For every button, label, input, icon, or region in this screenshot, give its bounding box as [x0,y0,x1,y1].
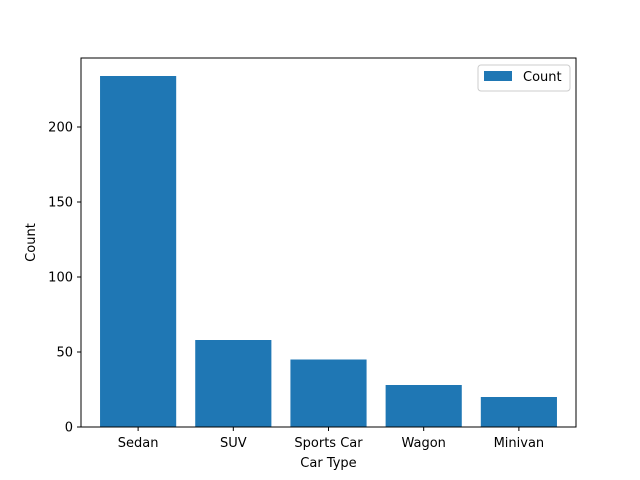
y-axis-label: Count [24,223,39,262]
bar-wagon [385,385,462,427]
legend: Count [477,64,571,92]
y-axis-ticks: 0 50 100 150 200 [48,121,81,436]
legend-label-count: Count [523,70,562,85]
plot-frame [80,57,577,428]
legend-swatch-count [484,71,512,81]
bar-sedan [100,76,177,427]
x-tick-label: Sports Car [294,436,363,451]
y-tick-label: 100 [48,271,73,286]
bar-sports-car [290,359,367,427]
y-tick-label: 200 [48,121,73,136]
x-tick-label: Wagon [401,436,445,451]
y-tick-label: 150 [48,196,73,211]
x-axis-ticks: Sedan SUV Sports Car Wagon Minivan [118,427,544,451]
bar-suv [195,340,272,427]
x-tick-label: Sedan [118,436,159,451]
y-tick-label: 50 [56,346,73,361]
x-tick-label: SUV [220,436,247,451]
y-tick-label: 0 [65,421,73,436]
x-tick-label: Minivan [494,436,545,451]
bar-minivan [480,397,557,427]
x-axis-label: Car Type [300,456,356,471]
bar-group [100,76,557,427]
